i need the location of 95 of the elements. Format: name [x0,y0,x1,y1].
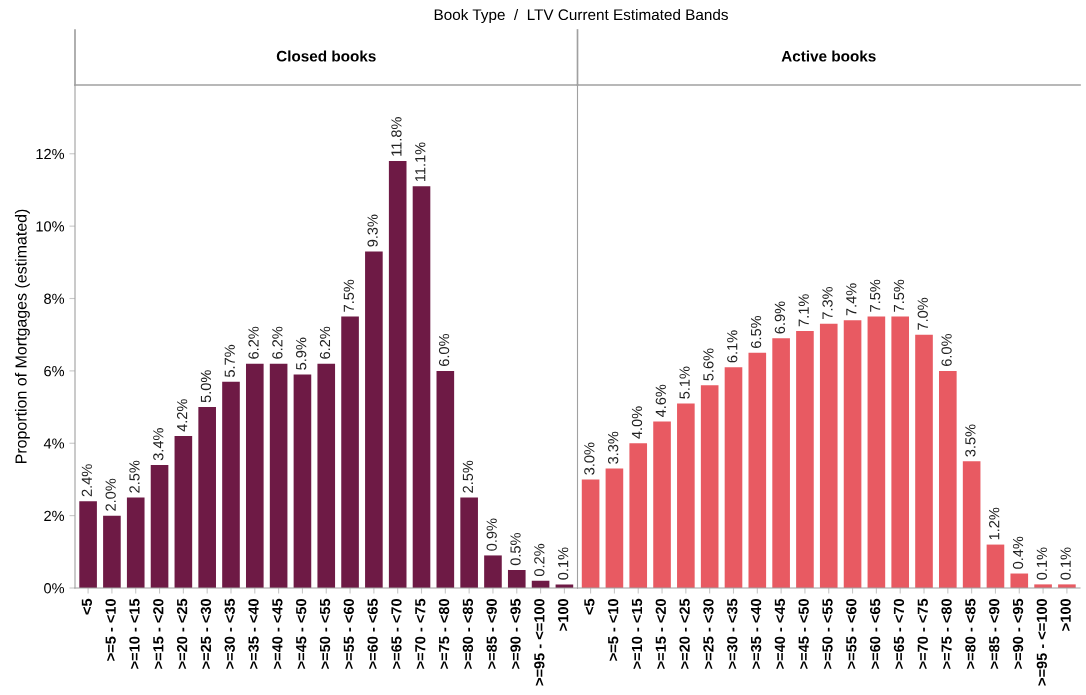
data-label: 7.5% [893,279,905,312]
y-tick-label: 2% [44,510,65,521]
x-tick-label: >=20 - <25 [679,598,690,669]
x-tick-label: >=60 - <65 [869,598,881,669]
text: Book Type / LTV Current Estimated Bands [434,8,728,24]
data-label: 5.1% [679,366,690,399]
data-label: 3.0% [584,442,595,475]
data-label: 2.5% [462,460,474,493]
x-tick-label: >=30 - <35 [727,598,738,669]
x-tick-label: >=20 - <25 [176,598,188,669]
x-tick-label: >=50 - <55 [319,598,331,669]
data-label: 6.5% [750,315,762,348]
x-tick-label: >=40 - <45 [272,598,283,669]
data-label: 0.5% [510,533,521,566]
x-tick-label: >=70 - <75 [415,598,426,669]
data-label: 3.5% [965,424,976,457]
y-axis-title: Proportion of Mortgages (estimated) [14,209,30,464]
data-label: 7.5% [343,279,354,312]
data-label: 6.0% [438,333,450,366]
x-tick-label: >=55 - <60 [846,599,857,669]
data-label: 5.6% [703,348,714,381]
data-label: 11.8% [391,117,402,156]
data-label: 9.3% [367,214,378,247]
data-label: 6.2% [272,326,283,359]
data-label: 7.3% [822,286,833,319]
data-label: 2.4% [81,464,92,497]
x-tick-label: >=10 - <15 [129,598,140,669]
x-tick-label: >=65 - <70 [893,599,905,669]
x-tick-label: >=90 - <95 [1012,598,1024,669]
data-label: 4.0% [631,406,643,439]
data-label: 6.2% [248,326,259,359]
x-tick-label: >=75 - <80 [941,599,952,669]
data-label: 7.4% [846,283,857,316]
y-tick-label: 6% [44,365,65,377]
data-label: 2.0% [105,478,116,511]
x-tick-label: >=90 - <95 [510,598,521,669]
x-tick-label: >=10 - <15 [631,598,643,669]
data-label: 0.9% [486,518,497,551]
x-tick-label: >=25 - <30 [200,599,212,669]
data-label: 1.2% [989,507,1000,540]
x-tick-label: >=85 - <90 [486,599,497,669]
data-label: 6.1% [727,330,738,363]
data-label: 6.2% [319,326,331,359]
data-label: 0.1% [1036,547,1047,580]
x-tick-label: >=25 - <30 [703,599,714,669]
chart-title: Closed books [276,50,376,62]
x-tick-label: >=95 - <=100 [1036,599,1047,686]
x-tick-label: >=50 - <55 [822,598,833,669]
y-tick-label: 0% [44,583,65,594]
data-label: 5.9% [296,337,307,370]
x-tick-label: >=5 - <10 [105,599,116,661]
data-label: 2.5% [129,460,140,493]
x-tick-label: >100 [557,599,569,631]
x-tick-label: >=15 - <20 [153,599,164,669]
y-tick-label: 10% [36,221,65,232]
x-tick-label: >100 [1060,599,1071,631]
x-tick-label: >=35 - <40 [750,599,762,669]
data-label: 11.1% [415,142,426,182]
x-tick-label: >=80 - <85 [462,598,474,669]
data-label: 0.2% [534,543,545,577]
x-tick-label: >=45 - <50 [798,599,809,669]
x-tick-label: >=30 - <35 [224,598,235,669]
data-label: 4.2% [176,399,188,432]
x-tick-label: >=85 - <90 [989,599,1000,669]
x-tick-label: >=5 - <10 [608,599,619,661]
x-tick-label: <5 [584,598,595,615]
x-tick-label: >=75 - <80 [438,599,450,669]
data-label: 0.1% [557,547,569,580]
data-label: 4.6% [655,384,666,418]
data-label: 7.5% [870,279,881,312]
y-tick-label: 12% [36,148,65,160]
y-tick-label: 4% [43,438,65,449]
x-tick-label: >=45 - <50 [296,599,307,669]
chart-title: Active books [781,50,876,62]
x-tick-label: >=60 - <65 [367,598,378,669]
x-tick-label: <5 [81,598,93,615]
x-tick-label: >=15 - <20 [655,599,666,669]
data-label: 7.0% [917,297,928,330]
x-tick-label: >=70 - <75 [917,598,928,669]
data-label: 6.0% [941,333,952,366]
x-tick-label: >=95 - <=100 [534,599,545,686]
data-label: 5.0% [200,370,212,403]
data-label: 0.1% [1060,547,1071,580]
data-label: 3.4% [153,428,164,461]
data-label: 6.9% [774,301,786,334]
x-tick-label: >=55 - <60 [343,599,354,669]
data-label: 7.1% [798,294,809,327]
x-tick-label: >=65 - <70 [391,599,402,669]
y-tick-label: 8% [44,293,65,304]
x-tick-label: >=80 - <85 [965,598,976,669]
x-tick-label: >=35 - <40 [248,599,259,669]
data-label: 5.7% [224,344,235,377]
data-label: 0.4% [1012,536,1024,569]
data-label: 3.3% [608,431,619,464]
x-tick-label: >=40 - <45 [774,598,786,669]
